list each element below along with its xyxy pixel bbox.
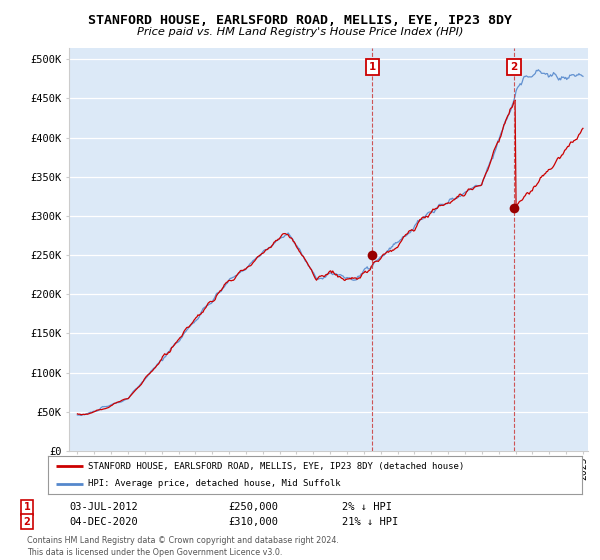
Text: STANFORD HOUSE, EARLSFORD ROAD, MELLIS, EYE, IP23 8DY (detached house): STANFORD HOUSE, EARLSFORD ROAD, MELLIS, … <box>88 461 464 470</box>
Text: STANFORD HOUSE, EARLSFORD ROAD, MELLIS, EYE, IP23 8DY: STANFORD HOUSE, EARLSFORD ROAD, MELLIS, … <box>88 14 512 27</box>
Text: 1: 1 <box>23 502 31 512</box>
Text: 04-DEC-2020: 04-DEC-2020 <box>69 517 138 527</box>
Text: Price paid vs. HM Land Registry's House Price Index (HPI): Price paid vs. HM Land Registry's House … <box>137 27 463 37</box>
Text: £310,000: £310,000 <box>228 517 278 527</box>
Text: Contains HM Land Registry data © Crown copyright and database right 2024.
This d: Contains HM Land Registry data © Crown c… <box>27 536 339 557</box>
Text: 2% ↓ HPI: 2% ↓ HPI <box>342 502 392 512</box>
Text: 03-JUL-2012: 03-JUL-2012 <box>69 502 138 512</box>
Text: HPI: Average price, detached house, Mid Suffolk: HPI: Average price, detached house, Mid … <box>88 479 341 488</box>
Text: £250,000: £250,000 <box>228 502 278 512</box>
Text: 2: 2 <box>23 517 31 527</box>
Text: 21% ↓ HPI: 21% ↓ HPI <box>342 517 398 527</box>
Text: 1: 1 <box>368 62 376 72</box>
Text: 2: 2 <box>511 62 518 72</box>
